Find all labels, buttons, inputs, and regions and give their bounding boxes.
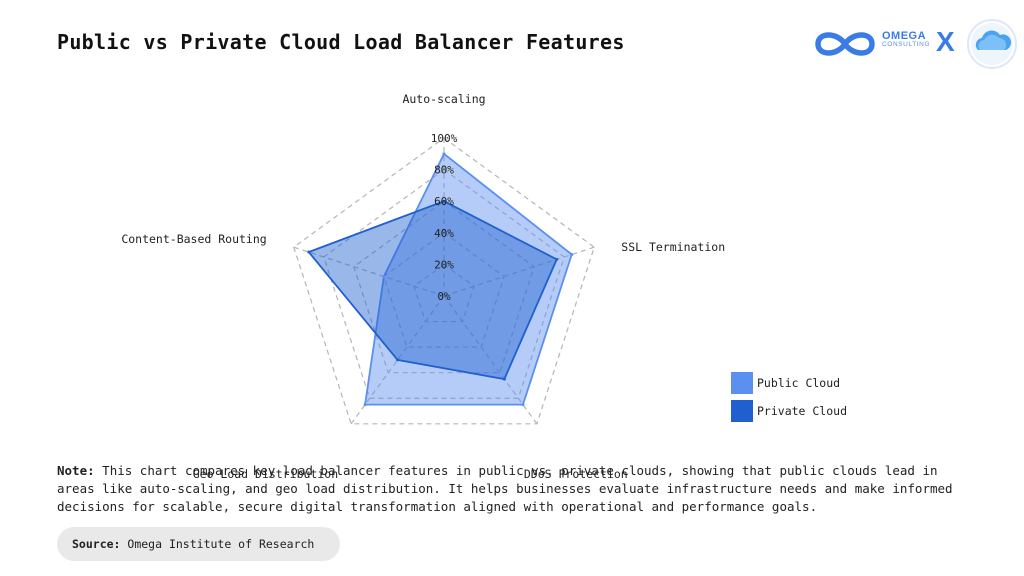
legend-item-private: Private Cloud [731,400,847,422]
grid-ring [353,200,535,374]
legend-label-public: Public Cloud [757,376,841,390]
tick-label: 40% [434,227,454,240]
axis-label: SSL Termination [621,240,725,254]
series-area-private [307,200,558,381]
brand-line1: OMEGA [882,30,927,42]
grid-ring [413,263,475,323]
brand-line2: CONSULTING [882,41,931,48]
data-point-private [307,250,311,254]
note-label: Note: [57,463,95,478]
infinity-icon [815,32,875,56]
tick-label: 100% [431,132,458,145]
chart-note: Note: This chart compares key load balan… [57,462,977,516]
tick-label: 20% [434,258,454,271]
data-point-private [396,358,400,362]
omega-logo-text: OMEGA CONSULTING [882,31,930,49]
source-text: Omega Institute of Research [127,537,315,551]
logo-separator: X [936,26,955,57]
data-point-public [382,274,386,278]
axis-label: Content-Based Routing [121,232,266,246]
cloud-icon [967,19,1017,69]
grid-ring [293,137,595,425]
tick-label: 0% [437,290,451,303]
axis-label: DDoS Protection [524,467,628,481]
data-point-public [570,252,574,256]
source-label: Source: [72,537,121,551]
legend-label-private: Private Cloud [757,404,848,418]
legend-swatch-private [731,400,753,422]
tick-label: 60% [434,195,454,208]
source-badge: Source: Omega Institute of Research [57,527,340,561]
chart-legend: Public Cloud Private Cloud [731,372,847,428]
axis-label: Auto-scaling [402,92,485,106]
grid-ring [383,232,505,348]
legend-swatch-public [731,372,753,394]
header-logos: OMEGA CONSULTING X [810,18,1020,70]
axis-label: Geo Load Distribution [193,467,338,481]
data-point-private [502,377,506,381]
data-point-public [521,403,525,407]
data-point-private [555,257,559,261]
tick-label: 80% [434,164,454,177]
note-text: This chart compares key load balancer fe… [57,463,953,514]
page-title: Public vs Private Cloud Load Balancer Fe… [57,30,625,54]
grid-ring [323,168,565,399]
legend-item-public: Public Cloud [731,372,847,394]
data-point-public [442,152,446,156]
data-point-public [363,403,367,407]
data-point-private [442,199,446,203]
